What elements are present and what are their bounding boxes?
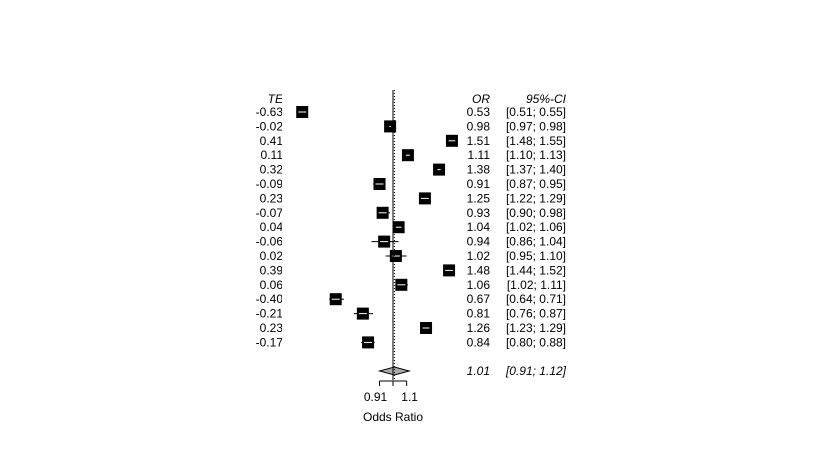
plot-marks <box>296 90 458 380</box>
or-value: 1.51 <box>467 134 491 148</box>
ci-value: [0.87; 0.95] <box>506 177 566 191</box>
ci-value: [0.90; 0.98] <box>506 206 566 220</box>
or-value: 1.25 <box>467 191 491 205</box>
or-value: 0.53 <box>467 105 491 119</box>
te-value: -0.17 <box>256 335 284 349</box>
or-value: 1.38 <box>467 163 491 177</box>
ci-value: [0.80; 0.88] <box>506 335 566 349</box>
x-tick-label: 0.91 <box>364 390 388 404</box>
te-value: -0.63 <box>256 105 284 119</box>
ci-value: [1.10; 1.13] <box>506 148 566 162</box>
te-value: 0.39 <box>260 263 284 277</box>
te-value: 0.23 <box>260 191 284 205</box>
ci-header: 95%-CI <box>526 92 567 106</box>
ci-value: [1.37; 1.40] <box>506 163 566 177</box>
study-rows: -0.63 0.53 [0.51; 0.55] -0.02 0.98 [0.97; 0.9… <box>256 105 567 378</box>
or-value: 0.98 <box>467 119 491 133</box>
ci-value: [1.23; 1.29] <box>506 321 566 335</box>
te-value: -0.06 <box>256 235 284 249</box>
pooled-ci: [0.91; 1.12] <box>505 364 567 378</box>
or-value: 0.67 <box>467 292 491 306</box>
or-value: 1.04 <box>467 220 491 234</box>
ci-value: [0.64; 0.71] <box>506 292 566 306</box>
or-value: 1.06 <box>467 278 491 292</box>
or-value: 1.11 <box>468 148 491 162</box>
te-value: 0.32 <box>260 163 284 177</box>
x-axis-label: Odds Ratio <box>363 410 423 424</box>
ci-value: [1.02; 1.06] <box>506 220 566 234</box>
pooled-diamond <box>377 366 412 376</box>
or-value: 1.48 <box>467 263 491 277</box>
or-value: 0.91 <box>467 177 491 191</box>
or-value: 0.81 <box>467 307 491 321</box>
or-value: 0.84 <box>467 335 491 349</box>
te-value: 0.02 <box>260 249 284 263</box>
ci-value: [0.86; 1.04] <box>506 235 566 249</box>
te-value: 0.11 <box>261 148 284 162</box>
te-value: 0.41 <box>260 134 284 148</box>
te-value: 0.23 <box>260 321 284 335</box>
or-header: OR <box>472 92 490 106</box>
te-value: 0.04 <box>260 220 284 234</box>
te-value: -0.09 <box>256 177 284 191</box>
or-value: 1.02 <box>467 249 491 263</box>
te-value: -0.40 <box>256 292 284 306</box>
te-value: -0.07 <box>256 206 284 220</box>
or-value: 0.94 <box>467 235 491 249</box>
ci-value: [1.44; 1.52] <box>506 263 566 277</box>
te-value: -0.21 <box>256 307 284 321</box>
ci-value: [0.51; 0.55] <box>506 105 566 119</box>
ci-value: [1.02; 1.11] <box>507 278 566 292</box>
ci-value: [1.22; 1.29] <box>506 191 566 205</box>
te-header: TE <box>268 92 284 106</box>
te-value: -0.02 <box>256 119 284 133</box>
te-value: 0.06 <box>260 278 284 292</box>
or-value: 1.26 <box>467 321 491 335</box>
ci-value: [0.76; 0.87] <box>506 307 566 321</box>
ci-value: [0.97; 0.98] <box>506 119 566 133</box>
ci-value: [1.48; 1.55] <box>506 134 566 148</box>
x-axis: 0.91 1.1 <box>364 380 418 404</box>
ci-value: [0.95; 1.10] <box>506 249 566 263</box>
x-tick-label: 1.1 <box>401 390 418 404</box>
pooled-or: 1.01 <box>467 364 490 378</box>
or-value: 0.93 <box>467 206 491 220</box>
